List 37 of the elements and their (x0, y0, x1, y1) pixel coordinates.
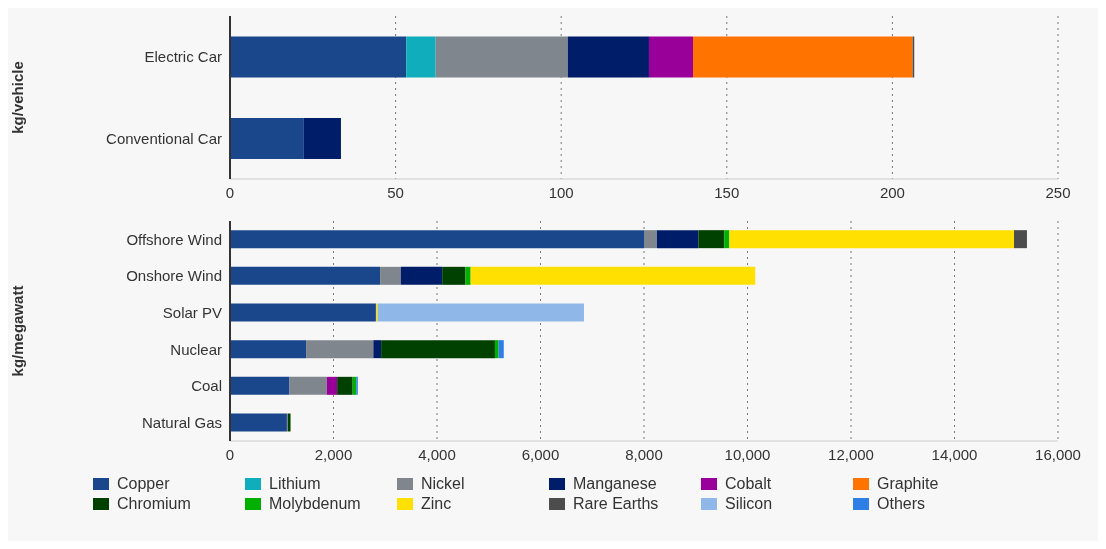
y-axis-title: kg/vehicle (9, 61, 27, 134)
legend-label: Nickel (421, 475, 465, 493)
legend-label: Graphite (877, 475, 939, 493)
legend-label: Rare Earths (573, 495, 659, 513)
x-tick-label: 50 (387, 183, 404, 201)
legend-label: Chromium (117, 495, 191, 513)
x-tick-label: 100 (548, 183, 574, 201)
y-tick-label: Offshore Wind (126, 230, 222, 248)
legend-label: Manganese (573, 475, 657, 493)
legend-label: Zinc (421, 495, 452, 513)
x-tick-label: 12,000 (828, 445, 874, 463)
x-tick-label: 8,000 (625, 445, 663, 463)
x-tick-label: 150 (714, 183, 740, 201)
y-tick-label: Conventional Car (106, 129, 222, 147)
y-tick-label: Electric Car (144, 48, 222, 66)
x-tick-label: 16,000 (1035, 445, 1081, 463)
x-tick-label: 250 (1045, 183, 1071, 201)
y-tick-label: Natural Gas (141, 413, 222, 431)
y-tick-label: Onshore Wind (126, 267, 222, 285)
legend-label: Silicon (725, 495, 773, 513)
legend-label: Others (877, 495, 926, 513)
x-tick-label: 14,000 (931, 445, 978, 463)
y-tick-label: Nuclear (170, 340, 222, 358)
x-tick-label: 200 (879, 183, 905, 201)
legend-label: Copper (117, 475, 170, 493)
legend-label: Lithium (269, 475, 321, 493)
legend-label: Cobalt (725, 475, 772, 493)
x-tick-label: 4,000 (418, 445, 456, 463)
x-tick-label: 0 (225, 445, 235, 463)
x-tick-label: 0 (225, 183, 235, 201)
legend-label: Molybdenum (269, 495, 361, 513)
x-tick-label: 10,000 (724, 445, 771, 463)
y-tick-label: Solar PV (162, 303, 222, 321)
x-tick-label: 6,000 (521, 445, 560, 463)
y-tick-label: Coal (191, 377, 222, 395)
x-tick-label: 2,000 (314, 445, 353, 463)
y-axis-title: kg/megawatt (9, 285, 27, 377)
